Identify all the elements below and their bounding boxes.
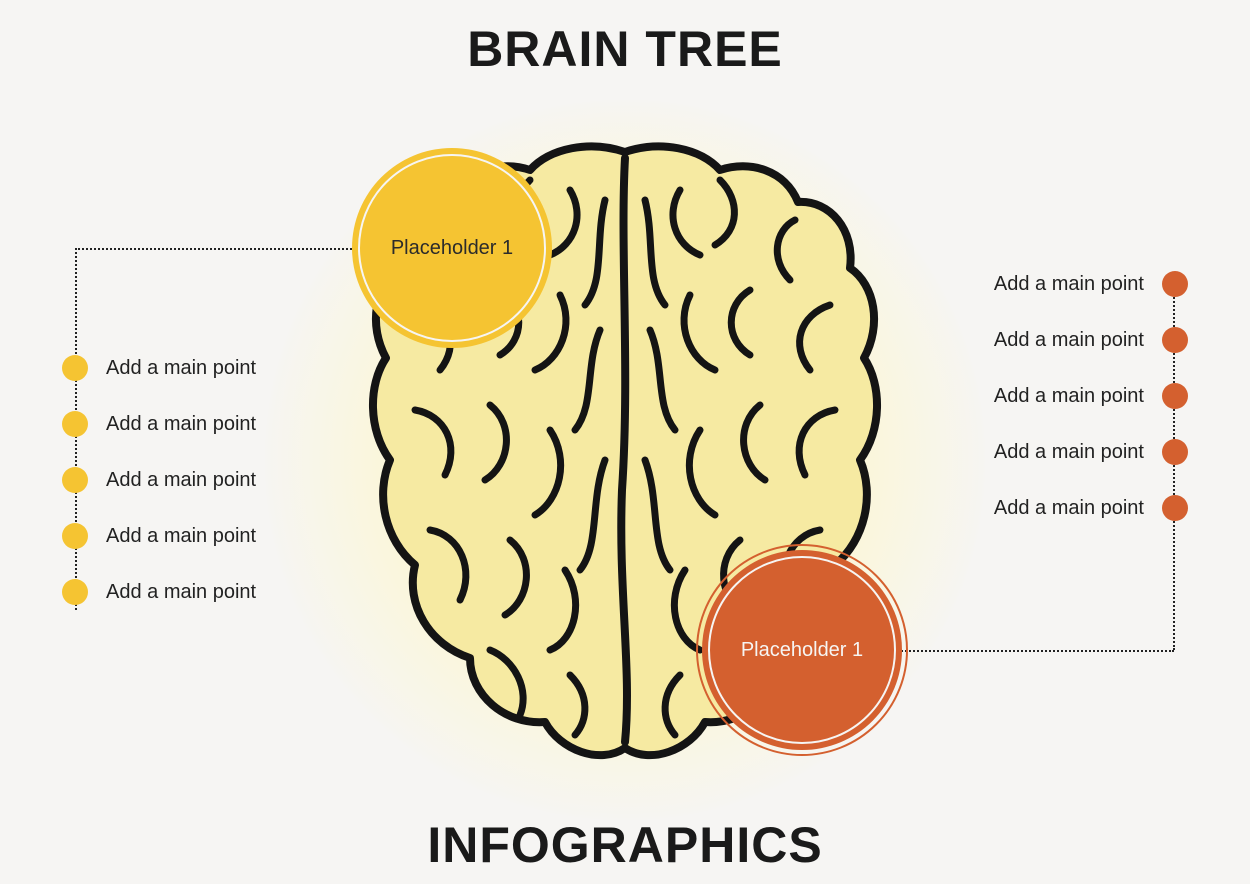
right-point-label: Add a main point	[994, 329, 1144, 352]
left-point-label: Add a main point	[106, 413, 256, 436]
bullet-dot-icon	[62, 411, 88, 437]
left-point-label: Add a main point	[106, 357, 256, 380]
right-point-row: Add a main point	[994, 271, 1188, 297]
bullet-dot-icon	[62, 355, 88, 381]
infographic-canvas: BRAIN TREE INFOGRAPHICS	[0, 0, 1250, 884]
right-point-label: Add a main point	[994, 497, 1144, 520]
left-point-label: Add a main point	[106, 581, 256, 604]
right-point-row: Add a main point	[994, 495, 1188, 521]
bullet-dot-icon	[62, 523, 88, 549]
placeholder-bubble-orange-label: Placeholder 1	[741, 639, 863, 662]
left-point-row: Add a main point	[62, 467, 256, 493]
right-point-row: Add a main point	[994, 439, 1188, 465]
left-point-row: Add a main point	[62, 355, 256, 381]
bullet-dot-icon	[1162, 383, 1188, 409]
right-point-label: Add a main point	[994, 385, 1144, 408]
title-bottom: INFOGRAPHICS	[0, 816, 1250, 874]
bullet-dot-icon	[62, 579, 88, 605]
placeholder-bubble-yellow-label: Placeholder 1	[391, 237, 513, 260]
connector-right-horizontal	[898, 650, 1174, 652]
right-point-row: Add a main point	[994, 327, 1188, 353]
left-point-label: Add a main point	[106, 469, 256, 492]
left-point-row: Add a main point	[62, 579, 256, 605]
connector-left-horizontal	[75, 248, 355, 250]
left-point-row: Add a main point	[62, 411, 256, 437]
title-top: BRAIN TREE	[0, 20, 1250, 78]
placeholder-bubble-orange: Placeholder 1	[702, 550, 902, 750]
bullet-dot-icon	[1162, 495, 1188, 521]
right-point-label: Add a main point	[994, 441, 1144, 464]
bullet-dot-icon	[1162, 271, 1188, 297]
placeholder-bubble-yellow: Placeholder 1	[352, 148, 552, 348]
bullet-dot-icon	[1162, 439, 1188, 465]
right-point-row: Add a main point	[994, 383, 1188, 409]
bullet-dot-icon	[1162, 327, 1188, 353]
bullet-dot-icon	[62, 467, 88, 493]
left-point-label: Add a main point	[106, 525, 256, 548]
right-point-label: Add a main point	[994, 273, 1144, 296]
left-point-row: Add a main point	[62, 523, 256, 549]
